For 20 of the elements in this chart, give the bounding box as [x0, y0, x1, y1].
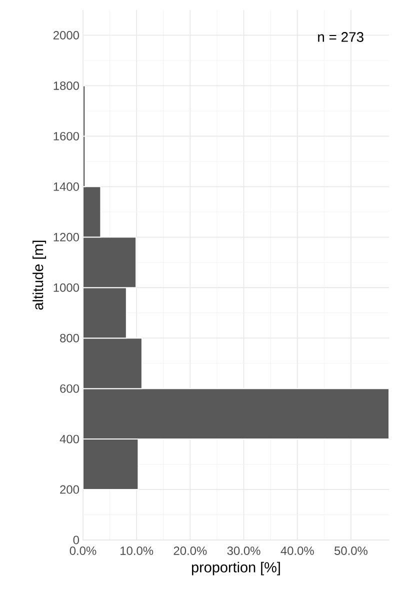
y-tick-label: 600: [60, 384, 80, 393]
y-tick-label: 1800: [54, 81, 80, 90]
x-axis-title: proportion [%]: [192, 562, 280, 576]
x-tick-label: 50.0%: [334, 546, 368, 555]
x-tick-label: 30.0%: [227, 546, 260, 555]
y-tick-label: 1000: [54, 283, 80, 292]
x-tick-label: 40.0%: [280, 546, 314, 555]
y-axis-title: altitude [m]: [32, 240, 46, 310]
y-tick-label: 800: [60, 334, 80, 342]
y-tick-label: 1600: [54, 132, 80, 140]
annotation: n = 273: [318, 32, 364, 42]
y-tick-label: 0: [73, 536, 80, 544]
x-tick-label: 20.0%: [174, 546, 207, 555]
x-tick-label: 10.0%: [120, 546, 154, 555]
y-tick-label: 2000: [53, 31, 80, 40]
y-tick-label: 200: [60, 485, 80, 494]
y-tick-label: 400: [60, 434, 80, 444]
x-tick-label: 0.0%: [70, 546, 96, 555]
y-tick-label: 1200: [54, 232, 80, 242]
y-tick-label: 1400: [54, 182, 80, 191]
